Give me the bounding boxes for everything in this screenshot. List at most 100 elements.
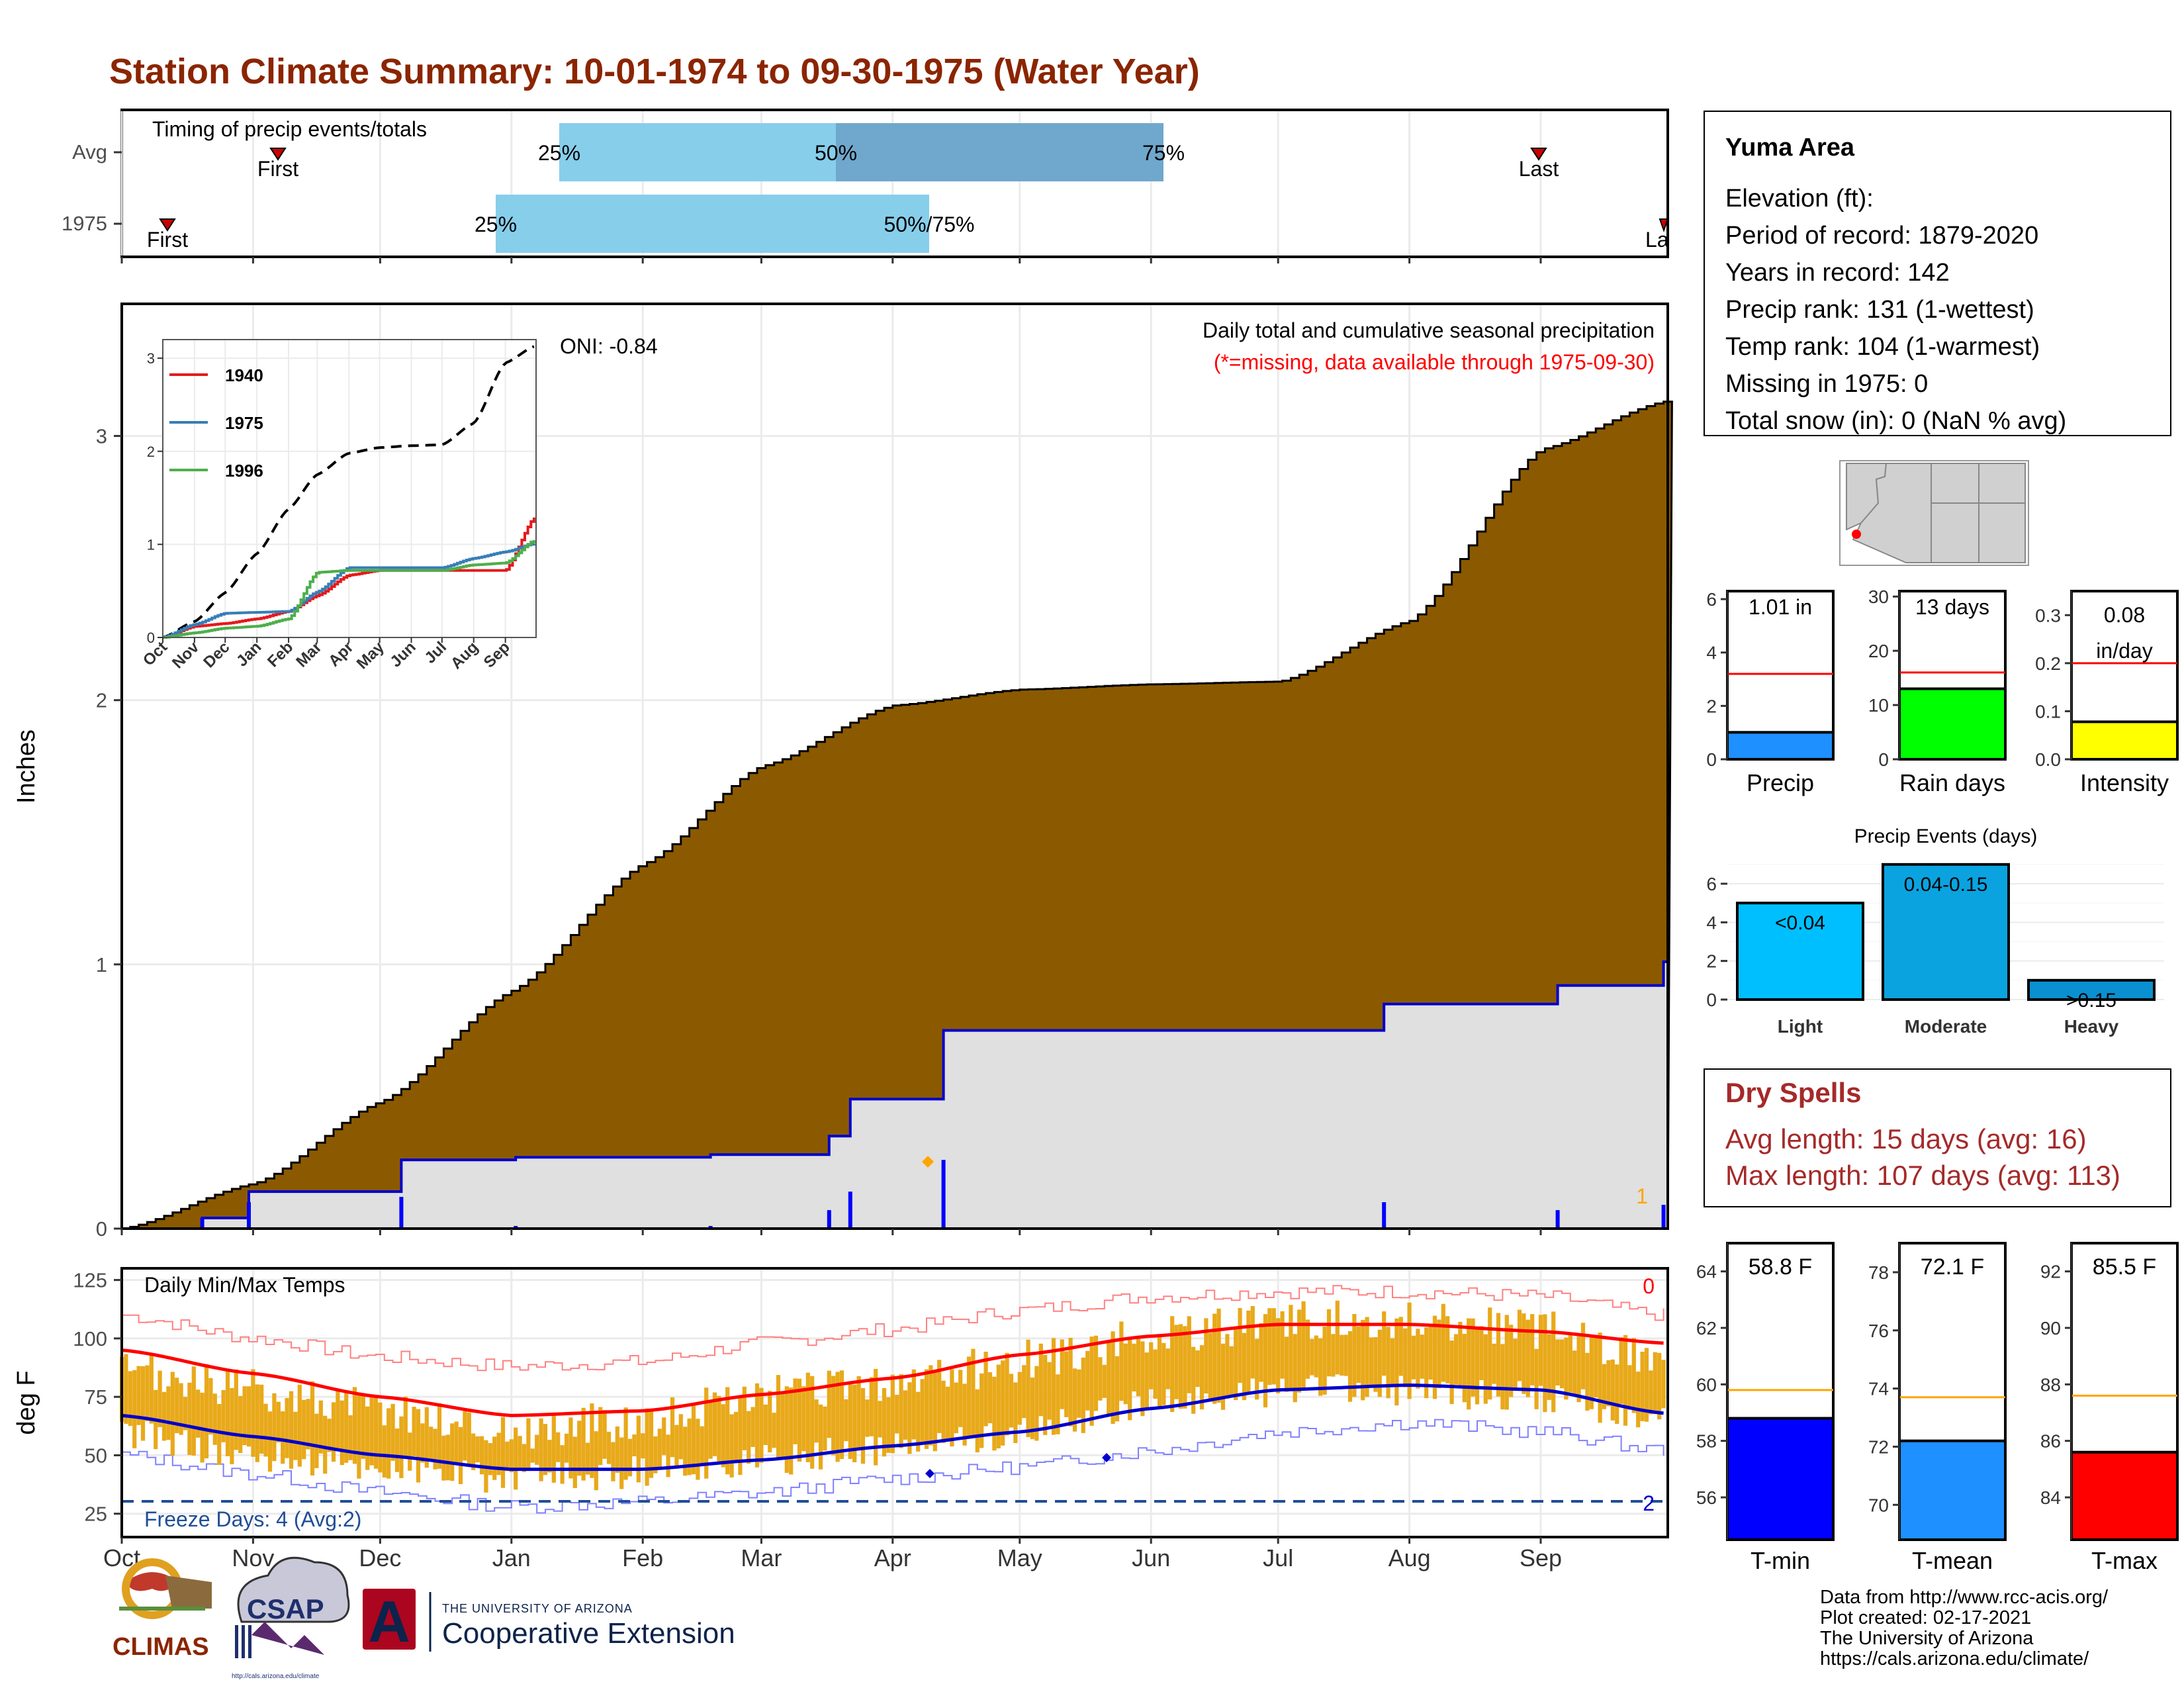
avg-first-label: First [257, 157, 298, 181]
intensity-value-unit: in/day [2096, 639, 2152, 663]
precip-total-tick-label: 0 [1706, 749, 1717, 770]
tmax-label: T-max [2091, 1547, 2158, 1574]
month-label-nov: Nov [232, 1544, 274, 1571]
average-min-temp-line [121, 1383, 1664, 1472]
intensity-bar-chart: 0.0 0.1 0.2 0.3 [2035, 590, 2179, 770]
rain-days-value: 13 days [1915, 595, 1989, 619]
timing-row-1975-label: 1975 [62, 212, 107, 235]
station-name: Yuma Area [1725, 134, 1855, 162]
csap-logo-text: CSAP [247, 1593, 324, 1624]
events-bar-label: >0.15 [2066, 990, 2116, 1011]
avg-p25-label: 25% [538, 141, 580, 165]
month-label-apr: Apr [874, 1544, 911, 1571]
page-title: Station Climate Summary: 10-01-1974 to 0… [109, 52, 1200, 91]
avg-50-75-bar [836, 123, 1163, 181]
tmean-value: 72.1 F [1921, 1254, 1984, 1280]
daily-precip-bar [200, 1218, 205, 1229]
timing-panel: Timing of precip events/totals Avg 1975 … [62, 109, 1669, 263]
daily-temperature-range-bars [119, 1300, 1666, 1493]
y1975-p25-label: 25% [475, 212, 517, 236]
events-bar-label: <0.04 [1775, 912, 1825, 934]
events-tick-label: 2 [1706, 951, 1717, 972]
ua-big-text: Cooperative Extension [442, 1617, 735, 1650]
avg-last-marker [1530, 148, 1547, 161]
dry-spells-max: Max length: 107 days (avg: 113) [1725, 1160, 2120, 1191]
month-label-jun: Jun [1132, 1544, 1170, 1571]
daily-precip-bar [1661, 1205, 1666, 1229]
year-1975-cumulative-area [122, 960, 1669, 1230]
daily-precip-bars [200, 1160, 1666, 1229]
temp-y-tick-label: 75 [85, 1385, 107, 1409]
y1975-25-75-bar [496, 195, 929, 253]
precip-events-title: Precip Events (days) [1854, 825, 2038, 847]
precip-total-tick-label: 2 [1706, 696, 1717, 716]
rain-days-bar-panel: 13 days Rain days [1899, 595, 2005, 796]
month-label-feb: Feb [622, 1544, 663, 1571]
events-tick-label: 4 [1706, 912, 1717, 933]
month-label-jan: Jan [492, 1544, 531, 1571]
daily-precip-bar [1382, 1202, 1387, 1229]
climas-logo: CLIMAS [113, 1558, 212, 1661]
intensity-bar-panel: 0.08 in/day Intensity [2080, 603, 2169, 796]
tmin-tick-label: 58 [1696, 1431, 1717, 1452]
csap-logo: CSAP http://cals.arizona.edu/climate [232, 1556, 350, 1680]
y1975-last-label: La [1645, 228, 1669, 252]
dry-spells-avg: Avg length: 15 days (avg: 16) [1725, 1123, 2087, 1154]
daily-precip-bar [827, 1210, 831, 1229]
avg-25-50-bar [559, 123, 836, 181]
temp-y-tick-label: 50 [85, 1444, 107, 1467]
locator-map [1839, 460, 2029, 566]
precip-total-bar-chart: 0 2 4 6 [1706, 589, 1835, 770]
precip-y-axis: 0 1 2 3 [96, 425, 1542, 1241]
intensity-tick-label: 0.3 [2035, 605, 2061, 626]
info-line-years: Years in record: 142 [1725, 259, 1950, 287]
temp-y-tick-label: 100 [73, 1327, 107, 1350]
inset-legend: 1940 1975 1996 [169, 365, 263, 481]
avg-first-marker [269, 148, 287, 161]
precip-panel-title: Daily total and cumulative seasonal prec… [1203, 318, 1655, 342]
dry-spells-box: Dry Spells Avg length: 15 days (avg: 16)… [1704, 1068, 2171, 1207]
tmin-tick-label: 62 [1696, 1318, 1717, 1338]
tmax-bar-chart: 84 86 88 90 92 [2040, 1242, 2179, 1542]
max-daily-marker [922, 1156, 934, 1168]
tmax-tick-label: 90 [2040, 1318, 2061, 1338]
dry-spells-title: Dry Spells [1725, 1077, 1861, 1108]
tmax-value: 85.5 F [2093, 1254, 2156, 1280]
rain-days-tick-label: 30 [1868, 586, 1889, 607]
daily-precip-bar [399, 1197, 404, 1229]
rain-days-tick-label: 0 [1878, 749, 1889, 770]
station-location-marker [1852, 530, 1861, 539]
average-max-temp-line [121, 1323, 1664, 1417]
tmin-value-bar [1726, 1417, 1835, 1542]
temp-panel-title: Daily Min/Max Temps [144, 1273, 345, 1297]
info-line-snow: Total snow (in): 0 (NaN % avg) [1725, 407, 2066, 435]
precip-summary-bars: 0.0 0.1 0.2 0.3 0 10 20 30 0 2 4 6 1.01 in Precip 1… [1706, 586, 2179, 796]
intensity-label: Intensity [2080, 769, 2169, 796]
precip-missing-note: (*=missing, data available through 1975-… [1214, 350, 1655, 374]
inset-1940-line [163, 517, 535, 639]
avg-p50-label: 50% [815, 141, 857, 165]
rain-days-label: Rain days [1899, 769, 2005, 796]
tmin-tick-label: 56 [1696, 1487, 1717, 1508]
precip-total-value: 1.01 in [1749, 595, 1812, 619]
inset-legend-1996: 1996 [225, 461, 263, 481]
tmin-tick-label: 60 [1696, 1374, 1717, 1395]
info-line-missing: Missing in 1975: 0 [1725, 370, 1928, 398]
precip-total-label: Precip [1747, 769, 1814, 796]
tmin-bar-chart: 56 58 60 62 64 [1696, 1242, 1835, 1542]
precip-y-tick-label: 0 [96, 1217, 107, 1241]
temp-ylabel: deg F [13, 1370, 40, 1434]
info-line-period: Period of record: 1879-2020 [1725, 222, 2038, 250]
daily-precip-bar [1555, 1210, 1560, 1229]
timing-row-avg-label: Avg [72, 140, 107, 164]
y1975-first-label: First [147, 228, 188, 252]
month-label-dec: Dec [359, 1544, 401, 1571]
month-label-jul: Jul [1263, 1544, 1293, 1571]
tmin-label: T-min [1751, 1547, 1810, 1574]
month-label-sep: Sep [1520, 1544, 1562, 1571]
temp-y-axis: 25 50 75 100 125 [73, 1269, 122, 1526]
intensity-tick-label: 0.0 [2035, 749, 2061, 770]
credits: Data from http://www.rcc-acis.org/ Plot … [1820, 1587, 2109, 1669]
y1975-last-marker [1659, 218, 1669, 233]
info-line-elevation: Elevation (ft): [1725, 185, 1874, 212]
